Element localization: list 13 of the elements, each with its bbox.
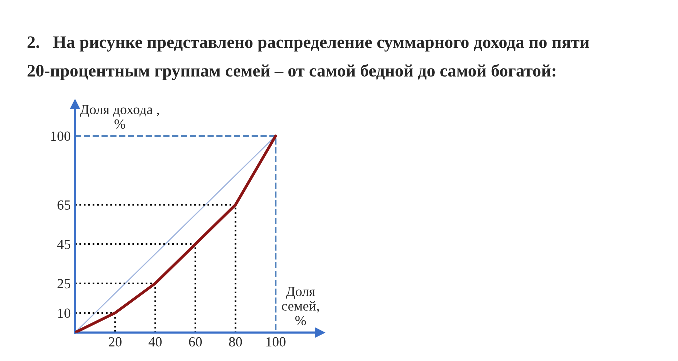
x-tick-label: 60 [189,337,202,347]
chart-title: 2. На рисунке представлено распределение суммарного дохода по пяти 20-процентным группам семей – от самой бедной до самой богатой: [28,36,590,80]
y-tick-label: 25 [58,279,71,289]
x-axis-title: Доля семей, % [282,287,320,326]
y-tick-label: 100 [51,132,71,142]
y-tick-label: 10 [58,308,71,318]
x-tick-label: 100 [266,337,286,347]
y-tick-label: 45 [57,240,71,250]
y-tick-label: 65 [58,200,71,210]
x-tick-label: 80 [229,337,242,347]
y-axis-title: Доля дохода , % [80,105,160,130]
x-tick-label: 20 [109,337,122,347]
x-tick-label: 40 [148,337,162,347]
